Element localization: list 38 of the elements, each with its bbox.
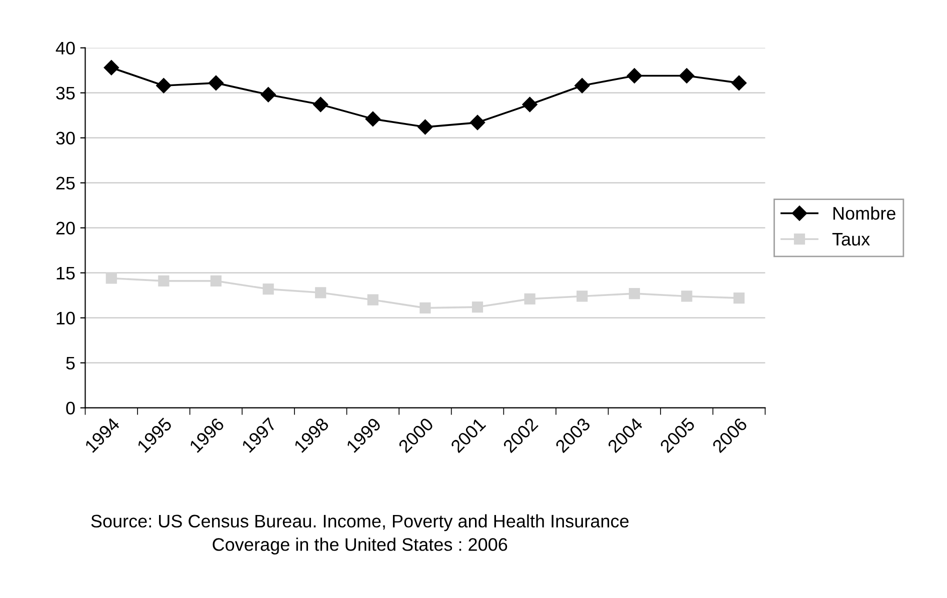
point <box>315 287 326 298</box>
point <box>104 60 119 76</box>
point <box>367 294 378 306</box>
source-note: Source: US Census Bureau. Income, Poverty and Health Insurance Coverage in the United States : 2006 <box>91 514 629 554</box>
point <box>210 275 222 286</box>
y-tick-label: 25 <box>56 176 75 190</box>
legend-label: Nombre <box>833 206 896 220</box>
y-tick-label: 20 <box>56 222 75 235</box>
point <box>628 288 640 300</box>
point <box>158 275 170 286</box>
point <box>106 272 117 284</box>
y-tick-label: 35 <box>56 86 75 100</box>
point <box>574 78 590 94</box>
point <box>420 302 431 314</box>
point <box>522 96 538 112</box>
point <box>470 114 486 130</box>
point <box>365 111 380 127</box>
point <box>418 119 433 135</box>
point <box>681 290 692 302</box>
point <box>260 87 276 102</box>
point <box>524 293 536 304</box>
y-tick-label: 15 <box>56 266 75 280</box>
y-tick-label: 10 <box>56 312 75 325</box>
point <box>472 301 484 313</box>
point <box>313 96 328 112</box>
legend-label: Taux <box>832 233 870 246</box>
point <box>208 75 224 91</box>
point <box>156 78 172 94</box>
point <box>262 283 274 295</box>
y-tick-label: 40 <box>56 42 75 55</box>
y-tick-label: 5 <box>66 356 75 370</box>
point <box>731 75 747 91</box>
y-tick-label: 30 <box>56 132 75 145</box>
point <box>679 68 694 84</box>
point <box>576 290 588 302</box>
point <box>626 68 642 84</box>
point <box>733 292 745 304</box>
y-tick-label: 0 <box>66 402 75 415</box>
